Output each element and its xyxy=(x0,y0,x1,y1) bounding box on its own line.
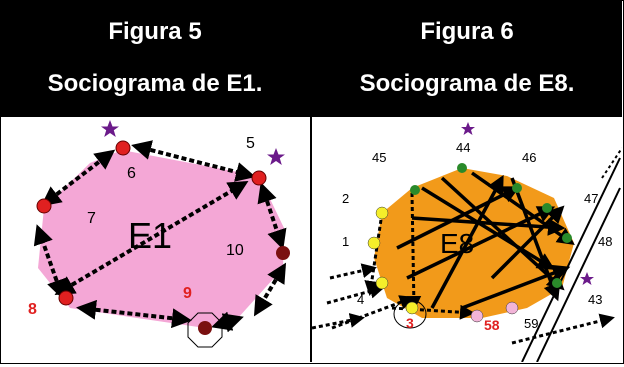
node-9 xyxy=(198,321,212,335)
e8-label-44: 44 xyxy=(456,140,470,155)
e8-stars xyxy=(461,122,594,285)
e8-label-48: 48 xyxy=(598,234,612,249)
e8-label-43: 43 xyxy=(588,292,602,307)
star-icon xyxy=(267,148,285,165)
node-2 xyxy=(375,206,389,220)
sociogram-e1: E1 5 6 7 10 8 9 xyxy=(0,118,310,362)
e8-label-47: 47 xyxy=(584,191,598,206)
node-1 xyxy=(367,236,381,250)
figure-5-header: Figura 5 Sociograma de E1. xyxy=(0,0,310,117)
figure-6-number: Figura 6 xyxy=(420,18,514,45)
node-9-highlight xyxy=(187,312,223,348)
e1-label-7: 7 xyxy=(87,210,96,227)
e1-label-9: 9 xyxy=(183,285,192,302)
figure-6-title: Sociograma de E8. xyxy=(359,70,575,97)
e8-long-lines xyxy=(521,147,623,363)
node-45 xyxy=(410,185,420,195)
node-5 xyxy=(251,170,267,186)
node-4 xyxy=(375,276,389,290)
e1-nodes xyxy=(36,140,290,348)
star-icon xyxy=(101,120,119,137)
e8-label-45: 45 xyxy=(372,150,386,165)
node-8 xyxy=(58,290,74,306)
node-10 xyxy=(276,246,290,260)
e8-label-46: 46 xyxy=(522,150,536,165)
node-3 xyxy=(405,301,419,315)
e8-group-label: E8 xyxy=(440,228,474,259)
figure-5-title: Sociograma de E1. xyxy=(47,70,263,97)
figure-5-number: Figura 5 xyxy=(108,18,202,45)
e1-arrows xyxy=(33,140,287,333)
node-48 xyxy=(562,233,572,243)
e8-label-59: 59 xyxy=(524,316,538,331)
star-icon xyxy=(580,272,594,285)
node-43 xyxy=(552,278,562,288)
node-47 xyxy=(542,203,552,213)
node-59 xyxy=(505,301,519,315)
node-3-highlight xyxy=(393,299,427,329)
e1-label-10: 10 xyxy=(226,242,244,259)
sociogram-e8: E8 44 45 46 2 47 1 48 4 43 3 58 59 xyxy=(311,118,623,363)
e8-solid-arrows xyxy=(396,171,575,310)
column-divider xyxy=(310,0,312,362)
e8-label-2: 2 xyxy=(342,191,349,206)
e8-dashed-arrows xyxy=(311,192,615,345)
e1-group-label: E1 xyxy=(128,215,172,256)
node-46 xyxy=(512,183,522,193)
node-7 xyxy=(36,198,52,214)
star-icon xyxy=(461,122,475,135)
e8-label-1: 1 xyxy=(342,234,349,249)
figure-6-header: Figura 6 Sociograma de E8. xyxy=(312,0,622,117)
node-44 xyxy=(457,163,467,173)
e1-label-8: 8 xyxy=(28,301,37,318)
e1-label-6: 6 xyxy=(127,165,136,182)
e8-label-58: 58 xyxy=(484,317,500,333)
e8-label-4: 4 xyxy=(357,292,364,307)
e8-nodes xyxy=(367,163,572,329)
node-6 xyxy=(115,140,131,156)
e8-label-3: 3 xyxy=(406,315,414,331)
e1-label-5: 5 xyxy=(246,135,255,152)
node-58 xyxy=(470,309,484,323)
e1-stars xyxy=(101,120,285,165)
